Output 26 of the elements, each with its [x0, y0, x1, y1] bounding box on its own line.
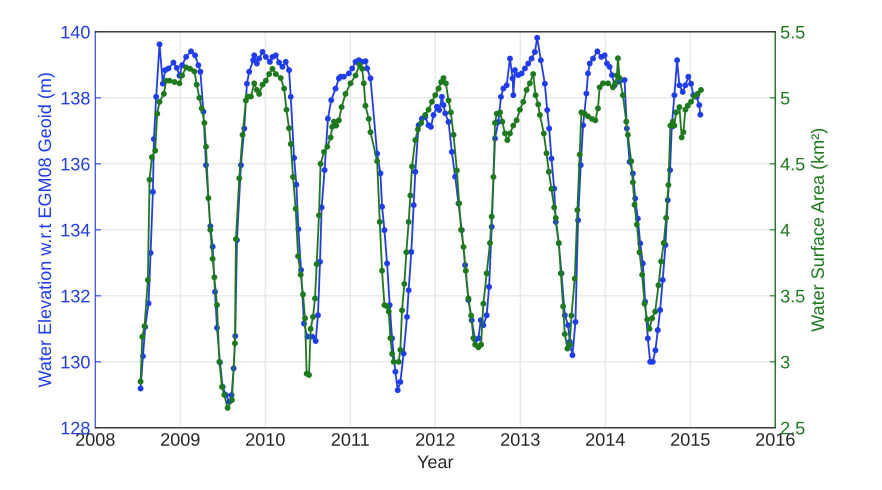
x-tick-label: 2008 [76, 433, 115, 446]
y-tick-label: 140 [62, 26, 90, 39]
y-axis-title: Water Elevation w.r.t EGM08 Geoid (m) [38, 73, 55, 388]
x-tick-label: 2015 [671, 433, 710, 446]
y2-tick-label: 3 [780, 356, 790, 369]
y-tick-label: 136 [62, 158, 90, 171]
y2-axis-title: Water Surface Area (km²) [810, 128, 828, 332]
y2-tick-label: 4.5 [780, 158, 804, 171]
x-tick-label: 2013 [501, 433, 540, 446]
y-tick-label: 128 [62, 422, 90, 434]
x-tick-label: 2012 [416, 433, 454, 446]
x-tick-label: 2009 [161, 433, 200, 446]
y-tick-label: 132 [62, 290, 90, 303]
y-tick-label: 138 [62, 92, 90, 105]
y2-tick-label: 5 [780, 92, 790, 105]
y2-tick-label: 3.5 [780, 290, 804, 303]
y2-tick-label: 5.5 [780, 26, 804, 39]
y2-tick-label: 4 [780, 224, 790, 236]
x-tick-label: 2014 [586, 433, 625, 446]
y2-tick-label: 2.5 [781, 422, 804, 434]
x-tick-label: 2016 [756, 433, 795, 446]
x-axis-title: Year [417, 456, 454, 468]
x-tick-label: 2010 [246, 433, 285, 446]
y-tick-label: 134 [62, 224, 90, 237]
x-tick-label: 2011 [332, 433, 369, 446]
y-tick-label: 130 [62, 356, 90, 369]
